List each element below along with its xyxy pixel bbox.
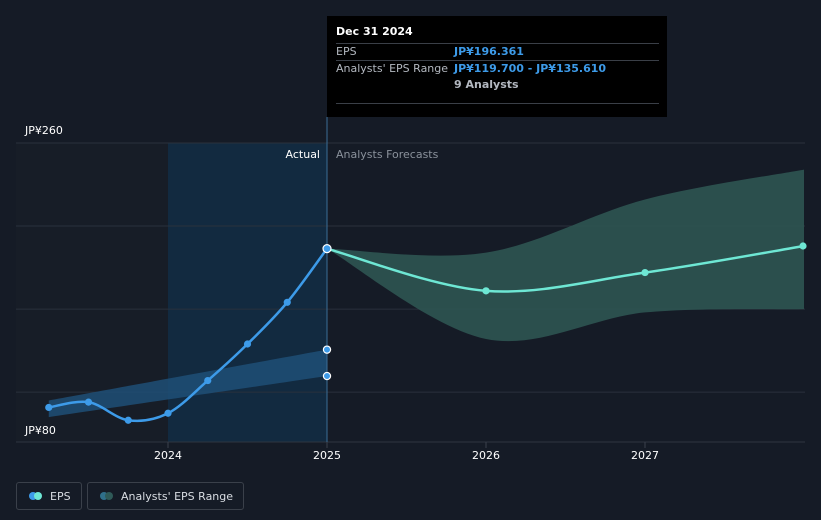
tooltip-range-label: Analysts' EPS Range: [336, 62, 449, 75]
tooltip-date: Dec 31 2024: [336, 25, 413, 38]
forecast-region-label: Analysts Forecasts: [336, 148, 439, 161]
eps-actual-point-7[interactable]: [322, 244, 332, 254]
tooltip-range-value: JP¥119.700 - JP¥135.610: [454, 62, 607, 75]
x-tick-label-2: 2026: [472, 449, 500, 462]
eps-actual-point-3[interactable]: [164, 409, 172, 417]
eps-tooltip: Dec 31 2024 EPS JP¥196.361 Analysts' EPS…: [327, 16, 667, 117]
eps-actual-point-6[interactable]: [283, 298, 291, 306]
x-tick-label-0: 2024: [154, 449, 182, 462]
y-min-label: JP¥80: [24, 424, 56, 437]
tooltip-divider: [336, 103, 659, 104]
range-high-point[interactable]: [322, 345, 332, 354]
eps-actual-point-2[interactable]: [124, 416, 132, 424]
eps-actual-point-1[interactable]: [84, 398, 93, 406]
x-tick-label-3: 2027: [631, 449, 659, 462]
legend-eps-label: EPS: [50, 489, 71, 503]
tooltip-analysts-count: 9 Analysts: [454, 78, 519, 91]
eps-forecast-point-2[interactable]: [799, 242, 807, 250]
eps-forecast-point-1[interactable]: [641, 268, 649, 277]
actual-highlight-region: [168, 143, 327, 442]
actual-region-label: Actual: [286, 148, 320, 161]
forecast-range-band: [327, 169, 804, 342]
eps-actual-point-4[interactable]: [204, 376, 212, 385]
x-tick-label-1: 2025: [313, 449, 341, 462]
eps-forecast-line: [326, 244, 805, 293]
tooltip-row-range: Analysts' EPS Range JP¥119.700 - JP¥135.…: [336, 60, 659, 77]
legend-range-label: Analysts' EPS Range: [121, 489, 234, 503]
legend-range-button[interactable]: Analysts' EPS Range: [87, 482, 245, 510]
range-swatch-icon: [100, 492, 113, 500]
tooltip-row-eps: EPS JP¥196.361: [336, 43, 659, 60]
actual-range-band: [48, 349, 327, 418]
eps-chart: JP¥260 JP¥80 Actual Analysts Forecasts 2…: [16, 117, 807, 462]
tooltip-eps-value: JP¥196.361: [454, 45, 524, 58]
y-max-label: JP¥260: [24, 124, 63, 137]
tooltip-row-analysts: 9 Analysts: [336, 77, 659, 93]
eps-forecast-point-0[interactable]: [482, 287, 490, 295]
legend-eps-button[interactable]: EPS: [16, 482, 82, 510]
tooltip-eps-label: EPS: [336, 45, 357, 58]
eps-actual-point-5[interactable]: [243, 340, 252, 348]
eps-actual-point-0[interactable]: [45, 403, 53, 412]
eps-swatch-icon: [29, 492, 42, 500]
range-low-point[interactable]: [322, 371, 332, 381]
